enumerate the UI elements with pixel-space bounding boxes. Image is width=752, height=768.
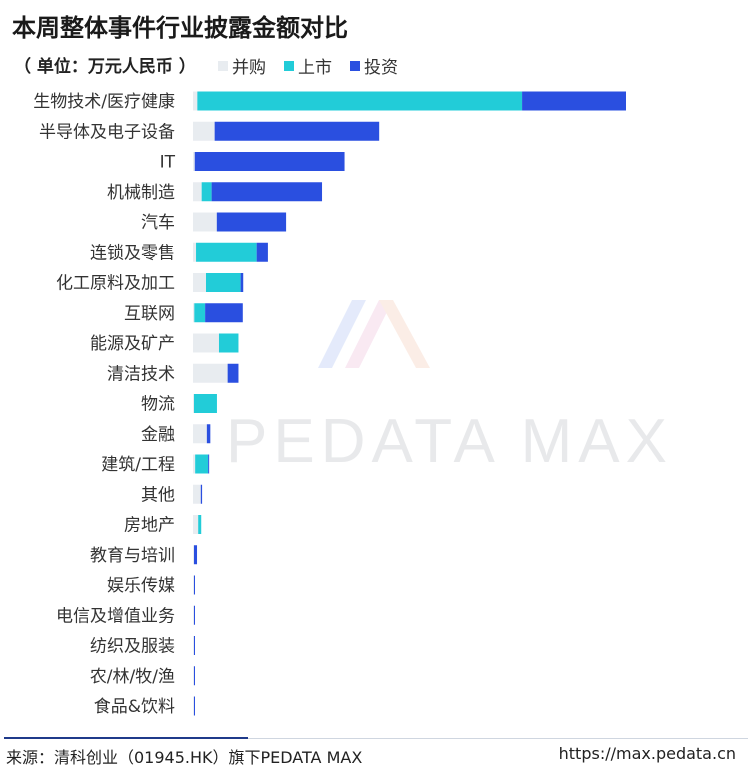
bar-segment	[193, 91, 198, 111]
bar-segment	[193, 515, 199, 534]
category-label: 其他	[141, 485, 175, 505]
bar-segment	[193, 333, 219, 353]
bar-segment	[216, 212, 287, 232]
bar-segment	[205, 303, 243, 323]
legend-item-ipo: 上市	[284, 53, 332, 78]
unit-label: （ 单位：万元人民币 ）	[14, 57, 196, 77]
category-label: 物流	[141, 395, 175, 415]
watermark-text: PEDATA MAX	[226, 407, 673, 476]
bar-segment	[193, 605, 194, 625]
category-label: 建筑/工程	[101, 455, 175, 475]
bar-segment	[194, 636, 195, 655]
category-label: 半导体及电子设备	[39, 122, 175, 142]
bar-segment	[218, 333, 239, 353]
bar-segment	[193, 394, 194, 413]
bar-segment	[193, 363, 228, 383]
bar-segment	[193, 545, 194, 565]
bar-segment	[208, 454, 210, 474]
bar-segment	[193, 666, 194, 686]
bar-segment	[205, 273, 241, 292]
category-label: 纺织及服装	[90, 637, 175, 657]
bars-layer	[193, 91, 626, 716]
category-label: 食品&饮料	[94, 697, 175, 717]
watermark-logo-left	[318, 300, 366, 368]
footer-divider	[4, 738, 748, 739]
footer-divider-accent	[4, 737, 248, 739]
bar-segment	[193, 212, 217, 232]
bar-segment	[200, 484, 203, 504]
legend-label-investment: 投资	[364, 58, 398, 78]
category-label: IT	[160, 153, 176, 173]
category-label: 连锁及零售	[90, 243, 175, 263]
bar-segment	[194, 394, 217, 413]
legend-label-merger: 并购	[232, 58, 266, 78]
bar-segment	[211, 182, 323, 202]
bar-segment	[194, 666, 195, 686]
bar-segment	[193, 696, 194, 716]
bar-segment	[193, 575, 194, 595]
source-note: 来源：清科创业（01945.HK）旗下PEDATA MAX	[6, 748, 363, 767]
legend-item-investment: 投资	[350, 53, 398, 78]
legend-swatch-merger	[218, 60, 228, 71]
legend-label-ipo: 上市	[298, 58, 332, 78]
bar-segment	[193, 182, 202, 202]
bar-segment	[522, 91, 626, 111]
bar-segment	[193, 121, 215, 141]
category-label: 机械制造	[107, 183, 175, 203]
bar-segment	[193, 424, 207, 444]
bar-segment	[227, 363, 239, 383]
category-label: 能源及矿产	[90, 334, 175, 354]
category-label: 互联网	[124, 304, 175, 324]
bar-segment	[240, 273, 244, 292]
bar-segment	[214, 121, 380, 141]
bar-segment	[193, 303, 195, 323]
category-label: 化工原料及加工	[56, 274, 175, 294]
bar-segment	[201, 182, 212, 202]
watermark-logo-right	[379, 300, 430, 368]
category-label: 金融	[141, 425, 175, 445]
bar-segment	[193, 242, 197, 262]
legend-swatch-ipo	[284, 60, 294, 71]
category-label: 清洁技术	[107, 364, 175, 384]
bar-segment	[193, 273, 206, 292]
bar-segment	[198, 515, 202, 534]
category-label: 电信及增值业务	[56, 606, 175, 626]
category-label: 农/林/牧/渔	[90, 667, 175, 687]
bar-segment	[196, 242, 257, 262]
source-url[interactable]: https://max.pedata.cn	[558, 744, 736, 763]
watermark-logo-mid	[345, 300, 393, 368]
bar-segment	[194, 605, 195, 625]
bar-segment	[193, 484, 201, 504]
bar-segment	[194, 545, 198, 565]
bar-segment	[194, 696, 195, 716]
legend-swatch-investment	[350, 60, 360, 71]
bar-segment	[193, 636, 194, 655]
bar-segment	[193, 152, 195, 171]
bar-segment	[194, 152, 345, 171]
watermark: PEDATA MAX	[226, 300, 673, 476]
bar-segment	[256, 242, 268, 262]
bar-segment	[195, 454, 209, 474]
category-label: 娱乐传媒	[107, 576, 175, 596]
legend-item-merger: 并购	[218, 53, 266, 78]
category-label: 教育与培训	[90, 546, 175, 566]
bar-segment	[197, 91, 523, 111]
category-label: 房地产	[124, 516, 175, 536]
chart-title: 本周整体事件行业披露金额对比	[12, 14, 348, 42]
bar-segment	[194, 303, 206, 323]
category-label: 汽车	[141, 213, 175, 233]
bar-segment	[206, 424, 211, 444]
bar-segment	[194, 575, 195, 595]
bar-segment	[193, 454, 196, 474]
chart-legend: 并购 上市 投资	[218, 53, 398, 78]
category-label: 生物技术/医疗健康	[33, 92, 175, 112]
